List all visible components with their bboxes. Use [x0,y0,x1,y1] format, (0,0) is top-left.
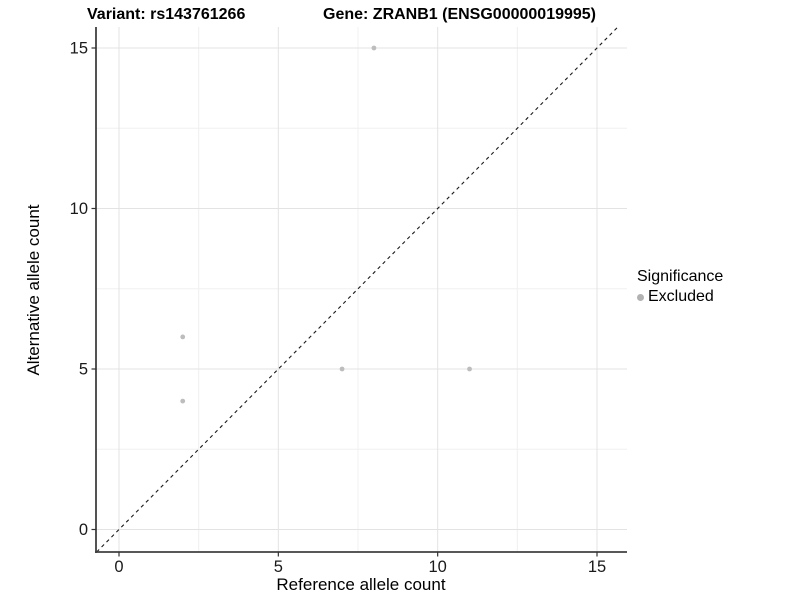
x-tick-label: 10 [428,558,446,576]
y-tick-label: 0 [79,521,88,539]
x-tick-label: 5 [274,558,283,576]
variant-title: Variant: rs143761266 [87,6,246,23]
data-point [371,45,377,51]
y-tick-label: 15 [70,40,88,58]
data-point [467,366,472,372]
y-tick-label: 10 [70,200,88,218]
data-point [180,398,186,404]
x-tick-label: 15 [588,558,606,576]
identity-reference-line [96,26,619,553]
legend-item-excluded: Excluded [637,288,723,306]
excluded-point-icon [637,293,644,301]
data-point [339,366,345,372]
legend-item-label: Excluded [648,288,714,305]
x-axis-title: Reference allele count [276,575,446,594]
legend-title: Significance [637,268,724,285]
legend: Significance Excluded [637,268,723,306]
data-point [180,334,186,340]
y-tick-label: 5 [79,361,88,379]
gene-title: Gene: ZRANB1 (ENSG00000019995) [323,6,597,23]
y-axis-title: Alternative allele count [24,204,43,376]
x-tick-label: 0 [114,558,123,576]
